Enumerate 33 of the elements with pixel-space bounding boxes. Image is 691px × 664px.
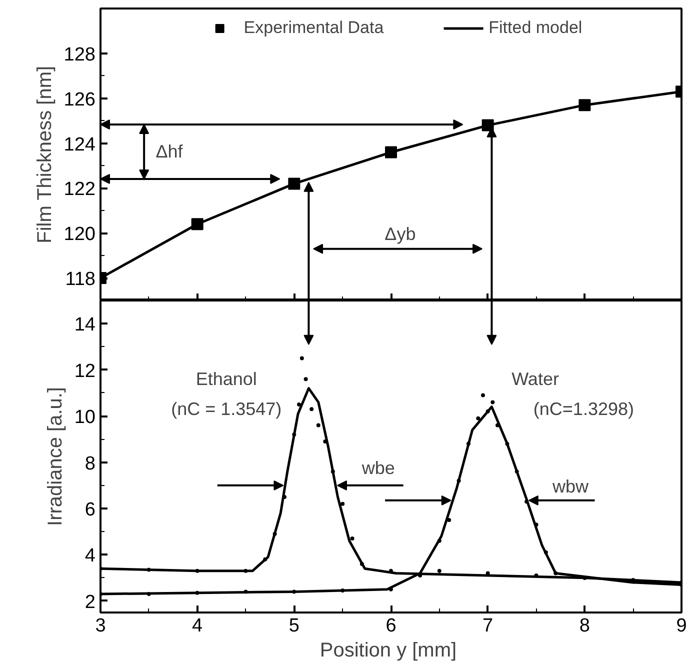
y-tick-label: 126: [64, 89, 96, 110]
y-tick-label: 120: [64, 224, 96, 246]
annotation: (nC=1.3298): [533, 399, 634, 420]
y-tick-label: 4: [84, 546, 96, 567]
y-tick-label: 10: [74, 407, 96, 428]
y-tick-label: 14: [74, 314, 96, 336]
y-tick-label: 2: [84, 592, 96, 613]
annotation: Water: [512, 369, 559, 390]
x-tick-label: 3: [95, 616, 106, 636]
x-tick-label: 7: [482, 616, 494, 636]
y-axis-title: Film Thickness [nm]: [34, 66, 56, 244]
x-tick-label: 6: [386, 616, 396, 636]
annotation: Δhf: [156, 142, 184, 162]
y-tick-label: 6: [84, 500, 96, 520]
annotation: (nC = 1.3547): [171, 399, 282, 420]
y-tick-label: 12: [74, 360, 96, 382]
y-tick-label: 8: [84, 453, 96, 474]
y-tick-label: 128: [64, 44, 96, 66]
y-axis-title: Irradiance [a.u.]: [44, 387, 66, 526]
x-axis-title: Position y [mm]: [320, 640, 457, 662]
legend-label: Experimental Data: [244, 18, 384, 38]
annotation: wbw: [552, 476, 590, 497]
y-tick-label: 122: [64, 179, 96, 200]
x-tick-label: 8: [579, 616, 590, 636]
y-tick-label: 118: [65, 269, 96, 290]
x-tick-label: 5: [288, 616, 300, 636]
annotation: wbe: [360, 458, 395, 478]
annotation: Δyb: [384, 224, 416, 244]
annotation: Ethanol: [196, 369, 257, 390]
x-tick-label: 4: [192, 616, 204, 636]
y-tick-label: 124: [64, 134, 96, 156]
legend-label: Fitted model: [488, 18, 582, 38]
x-tick-label: 9: [676, 616, 687, 636]
